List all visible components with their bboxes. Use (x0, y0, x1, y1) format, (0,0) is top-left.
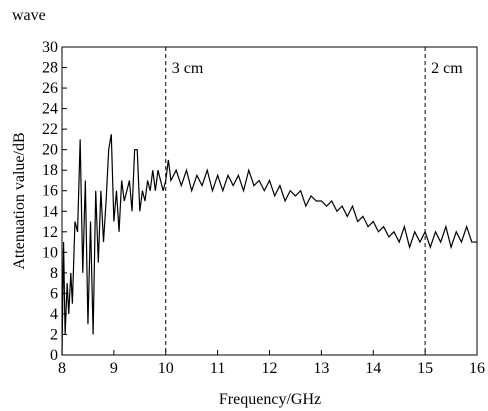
x-tick-label: 12 (262, 360, 278, 377)
y-tick-label: 10 (42, 244, 58, 261)
y-tick-label: 16 (42, 183, 58, 200)
y-tick-label: 18 (42, 162, 58, 179)
y-tick-label: 22 (42, 121, 58, 138)
x-tick-label: 10 (158, 360, 174, 377)
y-tick-label: 24 (42, 101, 58, 118)
x-tick-label: 8 (58, 360, 66, 377)
x-axis-label: Frequency/GHz (219, 391, 321, 408)
y-tick-label: 6 (50, 285, 58, 302)
y-tick-label: 4 (50, 306, 58, 323)
x-tick-label: 9 (110, 360, 118, 377)
y-tick-label: 2 (50, 326, 58, 343)
x-tick-label: 15 (417, 360, 433, 377)
x-tick-label: 11 (210, 360, 225, 377)
y-tick-label: 12 (42, 224, 58, 241)
x-tick-label: 16 (469, 360, 485, 377)
y-tick-label: 26 (42, 80, 58, 97)
x-tick-label: 14 (365, 360, 381, 377)
y-tick-label: 20 (42, 142, 58, 159)
reference-label: 2 cm (431, 60, 463, 77)
y-axis-label: Attenuation value/dB (11, 132, 28, 269)
caption: wave (12, 7, 46, 24)
data-line (61, 134, 477, 356)
y-tick-label: 28 (42, 60, 58, 77)
y-tick-label: 14 (42, 203, 58, 220)
y-tick-label: 8 (50, 265, 58, 282)
x-tick-label: 13 (313, 360, 329, 377)
y-tick-label: 30 (42, 39, 58, 56)
reference-label: 3 cm (172, 60, 204, 77)
y-tick-label: 0 (50, 347, 58, 364)
